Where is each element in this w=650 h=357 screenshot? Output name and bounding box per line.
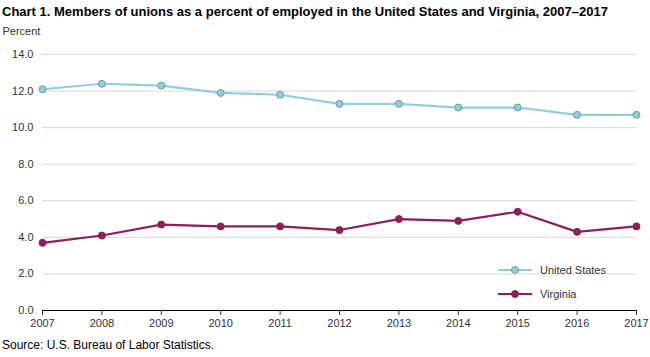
html-text:Chart 1. Members of unions as: Chart 1. Members of unions as a percent … — [2, 4, 608, 19]
svg-text:2010: 2010 — [208, 317, 232, 329]
html-text:Source: U.S. Bureau of Labor S: Source: U.S. Bureau of Labor Statistics. — [2, 338, 215, 352]
svg-text:2007: 2007 — [30, 317, 54, 329]
html-text:United States: United States — [540, 264, 606, 276]
svg-text:12.0: 12.0 — [12, 85, 33, 97]
svg-text:2009: 2009 — [149, 317, 173, 329]
svg-text:2016: 2016 — [565, 317, 589, 329]
svg-text:2014: 2014 — [446, 317, 470, 329]
svg-text:4.0: 4.0 — [18, 231, 33, 243]
svg-text:2008: 2008 — [90, 317, 114, 329]
svg-text:2012: 2012 — [327, 317, 351, 329]
svg-text:2017: 2017 — [624, 317, 648, 329]
svg-text:2011: 2011 — [268, 317, 292, 329]
svg-text:8.0: 8.0 — [18, 158, 33, 170]
svg-text:0.0: 0.0 — [18, 304, 33, 316]
svg-text:2015: 2015 — [505, 317, 529, 329]
svg-text:2013: 2013 — [387, 317, 411, 329]
html-text:Virginia: Virginia — [540, 288, 577, 300]
svg-text:2.0: 2.0 — [18, 267, 33, 279]
svg-text:14.0: 14.0 — [12, 48, 33, 60]
svg-text:10.0: 10.0 — [12, 121, 33, 133]
svg-text:Percent: Percent — [3, 25, 41, 37]
svg-text:6.0: 6.0 — [18, 194, 33, 206]
